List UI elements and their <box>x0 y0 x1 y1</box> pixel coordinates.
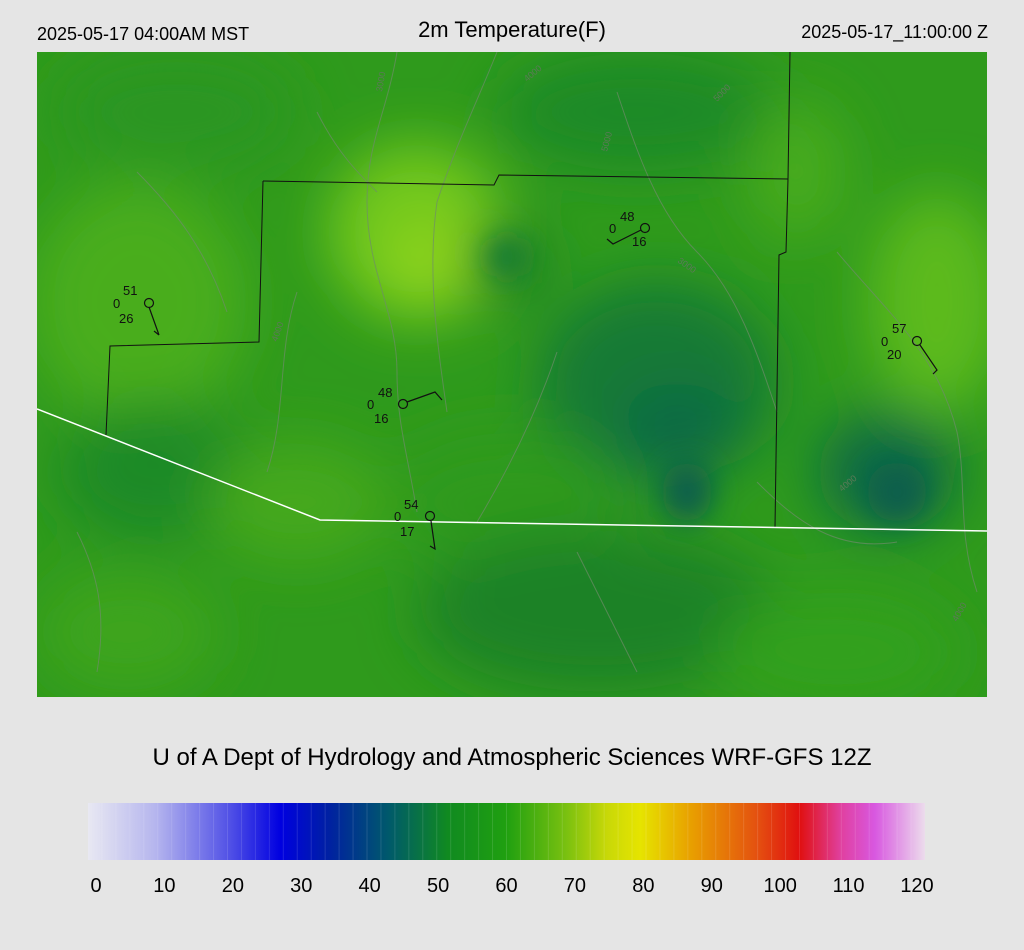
color-scale-tick-label: 60 <box>495 875 518 897</box>
station-4: 54 0 17 <box>394 497 436 551</box>
color-scale-tick-label: 50 <box>426 875 450 897</box>
state-border <box>37 408 987 532</box>
station-dewpoint: 20 <box>887 347 901 362</box>
color-scale-tick-label: 110 <box>832 875 865 897</box>
station-temp: 57 <box>892 321 906 336</box>
county-borders <box>105 52 791 528</box>
map-title: 2m Temperature(F) <box>418 17 606 42</box>
station-dewpoint: 26 <box>119 311 133 326</box>
color-scale-tick-label: 120 <box>900 875 934 897</box>
color-scale-tick-label: 70 <box>563 875 587 897</box>
station-dewpoint: 16 <box>374 411 388 426</box>
station-cloud: 0 <box>881 334 888 349</box>
station-cloud: 0 <box>367 397 374 412</box>
color-scale-tick-label: 10 <box>153 875 176 897</box>
color-scale-tick-label: 40 <box>358 875 381 897</box>
color-scale-tick-label: 90 <box>700 875 723 897</box>
temperature-field <box>37 52 987 697</box>
local-time-label: 2025-05-17 04:00AM MST <box>37 24 250 44</box>
station-temp: 51 <box>123 283 137 298</box>
station-dewpoint: 17 <box>400 524 414 539</box>
station-cloud: 0 <box>113 296 120 311</box>
elevation-contours <box>76 52 978 673</box>
station-temp: 48 <box>378 385 392 400</box>
color-scale-tick-label: 100 <box>763 875 797 897</box>
station-3: 48 0 16 <box>367 385 443 426</box>
color-scale-tick-label: 20 <box>221 875 244 897</box>
color-scale-ticks: 0 10 20 30 40 50 60 70 80 90 100 110 120 <box>0 875 1024 901</box>
color-scale-tick-label: 30 <box>290 875 313 897</box>
temperature-map: 3000 4000 5000 3000 4000 4000 4000 5000 … <box>37 52 987 697</box>
station-cloud: 0 <box>394 509 401 524</box>
color-scale-bar <box>88 803 925 860</box>
station-plots: 51 0 26 48 0 16 48 0 16 54 0 17 <box>113 209 938 551</box>
color-scale-tick-label: 80 <box>632 875 655 897</box>
credit-line: U of A Dept of Hydrology and Atmospheric… <box>152 744 872 771</box>
station-temp: 48 <box>620 209 634 224</box>
color-scale-tick-label: 0 <box>90 875 102 897</box>
station-dewpoint: 16 <box>632 234 646 249</box>
station-1: 51 0 26 <box>113 283 160 336</box>
contour-label: 3000 <box>374 71 387 92</box>
station-temp: 54 <box>404 497 418 512</box>
station-5: 57 0 20 <box>881 321 938 375</box>
station-cloud: 0 <box>609 221 616 236</box>
station-2: 48 0 16 <box>606 209 651 249</box>
utc-time-label: 2025-05-17_11:00:00 Z <box>801 22 988 42</box>
